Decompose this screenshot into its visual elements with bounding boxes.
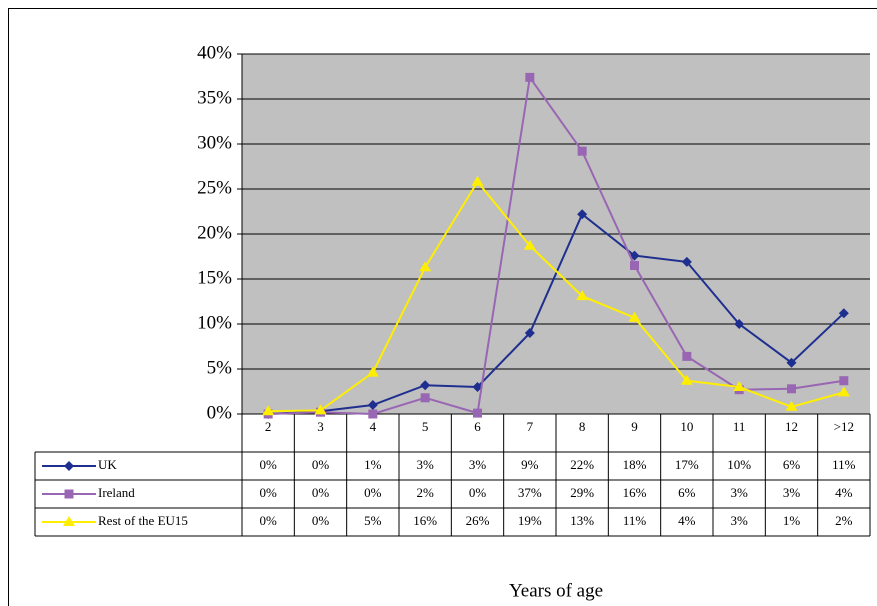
table-value: 6% bbox=[678, 485, 696, 500]
point bbox=[630, 261, 639, 270]
table-value: 6% bbox=[783, 457, 801, 472]
table-value: 37% bbox=[518, 485, 542, 500]
point bbox=[367, 400, 378, 410]
table-value: 3% bbox=[469, 457, 487, 472]
table-value: 0% bbox=[469, 485, 487, 500]
point bbox=[839, 376, 849, 386]
y-tick-label: 35% bbox=[197, 87, 232, 108]
point bbox=[419, 261, 432, 272]
table-value: 5% bbox=[364, 513, 382, 528]
table-value: 2% bbox=[416, 485, 434, 500]
x-tick-label: 2 bbox=[265, 419, 272, 434]
x-tick-label: 10 bbox=[680, 419, 693, 434]
series-line bbox=[268, 212, 845, 415]
y-tick-label: 0% bbox=[207, 402, 233, 423]
table-value: 3% bbox=[730, 485, 748, 500]
point bbox=[420, 380, 431, 391]
series-line bbox=[268, 180, 845, 413]
table-value: 17% bbox=[675, 457, 699, 472]
table-value: 0% bbox=[312, 513, 330, 528]
legend-marker bbox=[64, 461, 74, 471]
point bbox=[786, 357, 797, 368]
table-value: 11% bbox=[832, 457, 856, 472]
table-value: 1% bbox=[783, 513, 801, 528]
point bbox=[733, 381, 746, 391]
point bbox=[262, 405, 275, 416]
table-value: 11% bbox=[623, 513, 647, 528]
point bbox=[838, 308, 849, 319]
point bbox=[680, 374, 693, 385]
table-value: 0% bbox=[364, 485, 382, 500]
y-tick-label: 40% bbox=[197, 42, 232, 63]
legend-label: UK bbox=[98, 457, 117, 472]
point bbox=[837, 386, 850, 397]
point bbox=[525, 72, 535, 82]
table-value: 4% bbox=[678, 513, 696, 528]
x-axis-title: Years of age bbox=[509, 580, 603, 601]
legend-marker bbox=[64, 489, 74, 499]
table-value: 0% bbox=[312, 485, 330, 500]
x-tick-label: 5 bbox=[422, 419, 429, 434]
y-tick-label: 30% bbox=[197, 132, 232, 153]
table-value: 0% bbox=[312, 457, 330, 472]
x-tick-label: 7 bbox=[527, 419, 534, 434]
x-tick-label: 9 bbox=[631, 419, 638, 434]
point bbox=[681, 256, 692, 267]
point bbox=[420, 393, 430, 403]
table-value: 13% bbox=[570, 513, 594, 528]
y-tick-label: 25% bbox=[197, 177, 232, 198]
point bbox=[577, 209, 588, 220]
table-value: 16% bbox=[623, 485, 647, 500]
y-tick-label: 10% bbox=[197, 312, 232, 333]
point bbox=[734, 319, 745, 329]
x-tick-label: 8 bbox=[579, 419, 586, 434]
x-tick-label: 11 bbox=[733, 419, 746, 434]
x-tick-label: 12 bbox=[785, 419, 798, 434]
point bbox=[473, 408, 482, 418]
table-value: 0% bbox=[259, 457, 277, 472]
point bbox=[524, 328, 535, 338]
point bbox=[577, 146, 587, 156]
y-tick-label: 20% bbox=[197, 222, 232, 243]
x-tick-label: 6 bbox=[474, 419, 481, 434]
x-tick-label: 3 bbox=[317, 419, 324, 434]
point bbox=[787, 384, 796, 394]
point bbox=[523, 239, 536, 250]
table-value: 29% bbox=[570, 485, 594, 500]
point bbox=[785, 400, 798, 411]
table-value: 16% bbox=[413, 513, 437, 528]
point bbox=[314, 404, 327, 415]
legend-marker bbox=[63, 516, 75, 526]
table-value: 1% bbox=[364, 457, 382, 472]
point bbox=[368, 409, 378, 419]
table-value: 0% bbox=[259, 513, 277, 528]
point bbox=[472, 382, 483, 392]
legend-label: Rest of the EU15 bbox=[98, 513, 188, 528]
table-value: 9% bbox=[521, 457, 539, 472]
table-value: 2% bbox=[835, 513, 853, 528]
table-value: 3% bbox=[783, 485, 801, 500]
point bbox=[628, 311, 641, 322]
table-value: 3% bbox=[730, 513, 748, 528]
table-value: 4% bbox=[835, 485, 853, 500]
table-value: 18% bbox=[623, 457, 647, 472]
table-value: 10% bbox=[727, 457, 751, 472]
point bbox=[682, 351, 692, 361]
table-value: 19% bbox=[518, 513, 542, 528]
table-value: 3% bbox=[416, 457, 434, 472]
point bbox=[366, 366, 379, 377]
point bbox=[576, 290, 589, 301]
point bbox=[471, 175, 484, 186]
x-tick-label: 4 bbox=[370, 419, 377, 434]
y-tick-label: 15% bbox=[197, 267, 232, 288]
table-value: 22% bbox=[570, 457, 594, 472]
table-value: 0% bbox=[259, 485, 277, 500]
x-tick-label: >12 bbox=[834, 419, 854, 434]
table-value: 26% bbox=[466, 513, 490, 528]
legend-label: Ireland bbox=[98, 485, 135, 500]
y-tick-label: 5% bbox=[207, 357, 233, 378]
